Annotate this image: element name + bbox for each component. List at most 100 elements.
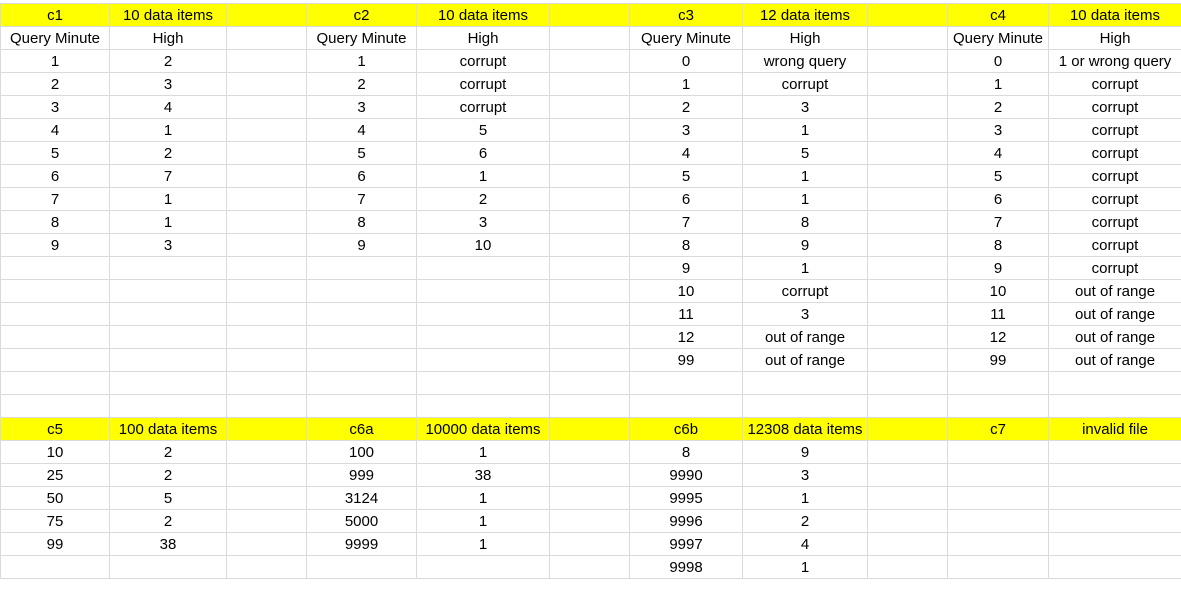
cell[interactable]: 10 data items — [416, 3, 550, 27]
cell[interactable] — [226, 348, 307, 372]
cell[interactable] — [947, 532, 1049, 556]
cell[interactable] — [306, 325, 417, 349]
cell[interactable]: corrupt — [1048, 210, 1181, 234]
cell[interactable]: corrupt — [1048, 95, 1181, 119]
cell[interactable]: 6 — [629, 187, 743, 211]
cell[interactable] — [0, 555, 110, 579]
cell[interactable] — [109, 348, 227, 372]
cell[interactable] — [306, 302, 417, 326]
cell[interactable]: 1 — [416, 532, 550, 556]
cell[interactable] — [549, 72, 630, 96]
cell[interactable]: Query Minute — [0, 26, 110, 50]
cell[interactable]: 1 — [416, 440, 550, 464]
cell[interactable]: 8 — [629, 233, 743, 257]
cell[interactable] — [109, 555, 227, 579]
cell[interactable]: 38 — [416, 463, 550, 487]
cell[interactable]: out of range — [1048, 279, 1181, 303]
cell[interactable] — [0, 348, 110, 372]
cell[interactable] — [867, 394, 948, 418]
cell[interactable] — [867, 141, 948, 165]
cell[interactable] — [742, 371, 868, 395]
cell[interactable] — [867, 532, 948, 556]
cell[interactable]: 8 — [742, 210, 868, 234]
cell[interactable]: out of range — [1048, 302, 1181, 326]
cell[interactable]: 2 — [416, 187, 550, 211]
cell[interactable] — [549, 440, 630, 464]
cell[interactable]: 4 — [947, 141, 1049, 165]
cell[interactable]: 4 — [306, 118, 417, 142]
cell[interactable] — [0, 325, 110, 349]
cell[interactable]: 3 — [947, 118, 1049, 142]
cell[interactable] — [306, 279, 417, 303]
cell[interactable]: 3 — [109, 72, 227, 96]
cell[interactable]: High — [109, 26, 227, 50]
cell[interactable] — [867, 417, 948, 441]
cell[interactable]: 38 — [109, 532, 227, 556]
cell[interactable]: 100 data items — [109, 417, 227, 441]
cell[interactable]: 5 — [306, 141, 417, 165]
cell[interactable] — [867, 26, 948, 50]
cell[interactable] — [306, 348, 417, 372]
cell[interactable]: 7 — [947, 210, 1049, 234]
cell[interactable]: 9997 — [629, 532, 743, 556]
cell[interactable] — [629, 394, 743, 418]
cell[interactable] — [1048, 555, 1181, 579]
cell[interactable]: corrupt — [1048, 118, 1181, 142]
cell[interactable]: c4 — [947, 3, 1049, 27]
cell[interactable]: 5 — [629, 164, 743, 188]
cell[interactable] — [416, 302, 550, 326]
cell[interactable] — [867, 49, 948, 73]
cell[interactable]: 10 — [416, 233, 550, 257]
cell[interactable]: 50 — [0, 486, 110, 510]
cell[interactable] — [549, 210, 630, 234]
cell[interactable]: 1 — [629, 72, 743, 96]
cell[interactable] — [867, 486, 948, 510]
cell[interactable]: 99 — [0, 532, 110, 556]
cell[interactable] — [226, 49, 307, 73]
cell[interactable]: corrupt — [1048, 164, 1181, 188]
cell[interactable] — [416, 348, 550, 372]
cell[interactable]: 0 — [947, 49, 1049, 73]
cell[interactable] — [867, 72, 948, 96]
cell[interactable]: 5 — [947, 164, 1049, 188]
cell[interactable]: 4 — [0, 118, 110, 142]
cell[interactable]: c1 — [0, 3, 110, 27]
cell[interactable]: 9999 — [306, 532, 417, 556]
cell[interactable] — [947, 394, 1049, 418]
cell[interactable]: 9 — [629, 256, 743, 280]
cell[interactable] — [867, 187, 948, 211]
cell[interactable] — [416, 394, 550, 418]
cell[interactable] — [549, 302, 630, 326]
cell[interactable] — [109, 256, 227, 280]
cell[interactable] — [226, 118, 307, 142]
cell[interactable]: corrupt — [1048, 233, 1181, 257]
cell[interactable]: 9998 — [629, 555, 743, 579]
cell[interactable]: 1 — [947, 72, 1049, 96]
cell[interactable]: 1 — [416, 486, 550, 510]
cell[interactable] — [226, 555, 307, 579]
cell[interactable] — [226, 164, 307, 188]
cell[interactable]: 1 — [416, 509, 550, 533]
cell[interactable] — [0, 394, 110, 418]
cell[interactable]: corrupt — [1048, 141, 1181, 165]
cell[interactable]: c6a — [306, 417, 417, 441]
cell[interactable] — [742, 394, 868, 418]
cell[interactable] — [109, 371, 227, 395]
cell[interactable] — [226, 279, 307, 303]
cell[interactable] — [226, 440, 307, 464]
cell[interactable]: out of range — [1048, 348, 1181, 372]
cell[interactable]: 1 — [306, 49, 417, 73]
cell[interactable]: 5 — [0, 141, 110, 165]
cell[interactable] — [549, 164, 630, 188]
cell[interactable]: 2 — [109, 509, 227, 533]
cell[interactable]: 2 — [742, 509, 868, 533]
cell[interactable]: 9995 — [629, 486, 743, 510]
cell[interactable]: 9 — [0, 233, 110, 257]
cell[interactable] — [306, 371, 417, 395]
cell[interactable]: 1 or wrong query — [1048, 49, 1181, 73]
cell[interactable]: 1 — [742, 256, 868, 280]
cell[interactable]: corrupt — [416, 95, 550, 119]
cell[interactable]: 99 — [947, 348, 1049, 372]
cell[interactable]: corrupt — [1048, 256, 1181, 280]
cell[interactable] — [1048, 509, 1181, 533]
